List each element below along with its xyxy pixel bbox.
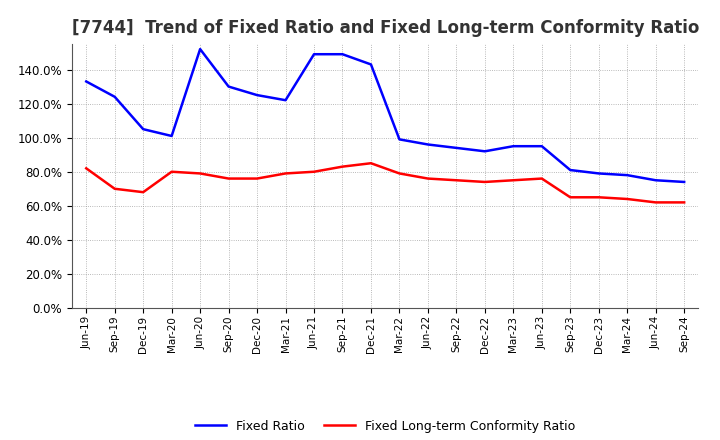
Fixed Ratio: [310, 51, 318, 57]
Fixed Long-term Conformity Ratio: [595, 194, 603, 200]
Fixed Ratio: [338, 51, 347, 57]
Fixed Ratio: [652, 178, 660, 183]
Fixed Ratio: [225, 84, 233, 89]
Fixed Long-term Conformity Ratio: [680, 200, 688, 205]
Fixed Long-term Conformity Ratio: [537, 176, 546, 181]
Fixed Long-term Conformity Ratio: [110, 186, 119, 191]
Fixed Ratio: [366, 62, 375, 67]
Title: [7744]  Trend of Fixed Ratio and Fixed Long-term Conformity Ratio: [7744] Trend of Fixed Ratio and Fixed Lo…: [71, 19, 699, 37]
Fixed Long-term Conformity Ratio: [566, 194, 575, 200]
Fixed Long-term Conformity Ratio: [196, 171, 204, 176]
Fixed Ratio: [253, 92, 261, 98]
Fixed Long-term Conformity Ratio: [82, 166, 91, 171]
Fixed Long-term Conformity Ratio: [623, 196, 631, 202]
Fixed Ratio: [196, 47, 204, 52]
Fixed Ratio: [595, 171, 603, 176]
Fixed Long-term Conformity Ratio: [452, 178, 461, 183]
Fixed Long-term Conformity Ratio: [423, 176, 432, 181]
Fixed Ratio: [537, 143, 546, 149]
Fixed Long-term Conformity Ratio: [310, 169, 318, 174]
Fixed Ratio: [680, 180, 688, 185]
Fixed Long-term Conformity Ratio: [509, 178, 518, 183]
Fixed Ratio: [110, 94, 119, 99]
Fixed Long-term Conformity Ratio: [366, 161, 375, 166]
Fixed Long-term Conformity Ratio: [225, 176, 233, 181]
Fixed Ratio: [623, 172, 631, 178]
Fixed Ratio: [167, 133, 176, 139]
Line: Fixed Long-term Conformity Ratio: Fixed Long-term Conformity Ratio: [86, 163, 684, 202]
Fixed Long-term Conformity Ratio: [167, 169, 176, 174]
Fixed Long-term Conformity Ratio: [338, 164, 347, 169]
Fixed Ratio: [452, 145, 461, 150]
Fixed Ratio: [139, 127, 148, 132]
Fixed Long-term Conformity Ratio: [395, 171, 404, 176]
Fixed Ratio: [509, 143, 518, 149]
Fixed Long-term Conformity Ratio: [253, 176, 261, 181]
Fixed Ratio: [282, 98, 290, 103]
Fixed Ratio: [480, 149, 489, 154]
Fixed Long-term Conformity Ratio: [282, 171, 290, 176]
Fixed Ratio: [566, 167, 575, 172]
Fixed Ratio: [395, 137, 404, 142]
Legend: Fixed Ratio, Fixed Long-term Conformity Ratio: Fixed Ratio, Fixed Long-term Conformity …: [190, 414, 580, 437]
Fixed Ratio: [82, 79, 91, 84]
Fixed Ratio: [423, 142, 432, 147]
Fixed Long-term Conformity Ratio: [139, 190, 148, 195]
Fixed Long-term Conformity Ratio: [652, 200, 660, 205]
Fixed Long-term Conformity Ratio: [480, 180, 489, 185]
Line: Fixed Ratio: Fixed Ratio: [86, 49, 684, 182]
